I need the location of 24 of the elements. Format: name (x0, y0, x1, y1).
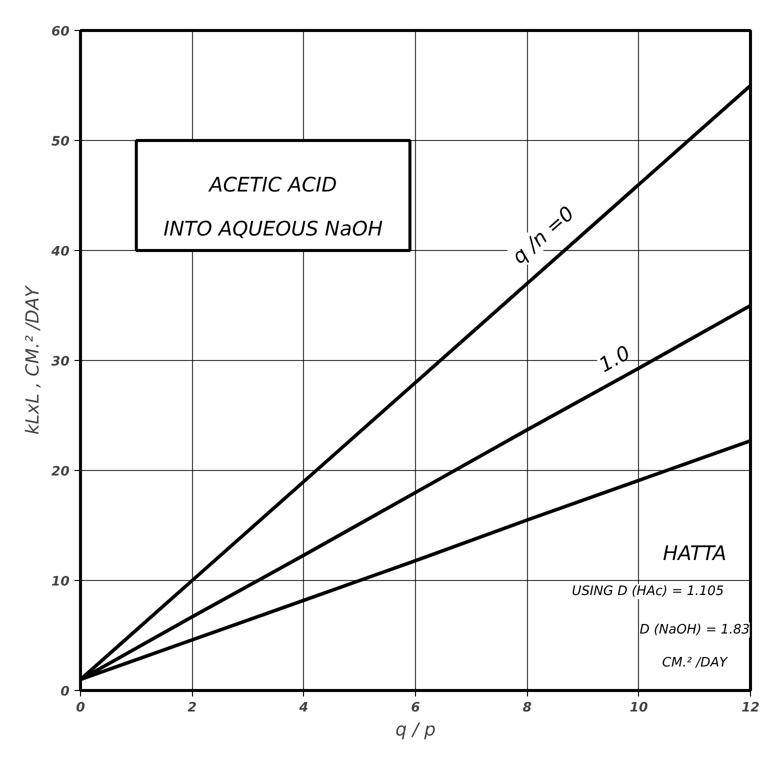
y-tick-label: 20 (51, 464, 70, 480)
y-tick-label: 40 (50, 244, 70, 260)
x-tick-label: 6 (410, 700, 420, 716)
annotation: ACETIC ACID (207, 172, 337, 196)
annotation: USING D (HAc) = 1.105 (572, 584, 724, 599)
y-axis-title: kLxL , CM.² /DAY (22, 284, 44, 435)
x-tick-label: 10 (630, 700, 648, 716)
x-tick-label: 8 (522, 700, 532, 716)
x-tick-label: 4 (298, 700, 308, 716)
x-axis-title: q / p (395, 720, 436, 740)
x-tick-label: 2 (188, 700, 197, 716)
y-tick-label: 30 (51, 354, 70, 370)
x-tick-label: 12 (741, 700, 760, 716)
annotation: HATTA (662, 541, 726, 565)
y-tick-label: 0 (60, 684, 70, 700)
annotation: INTO AQUEOUS NaOH (163, 216, 383, 240)
annotation: D (NaOH) = 1.83 (640, 622, 750, 638)
text: q /n =0 (507, 201, 579, 268)
text: 1.0 (594, 340, 634, 377)
y-tick-label: 50 (51, 134, 70, 150)
x-tick-label: 0 (76, 700, 86, 716)
y-tick-label: 10 (51, 574, 70, 590)
annotation: CM.² /DAY (662, 656, 728, 670)
y-tick-label: 60 (51, 24, 70, 40)
